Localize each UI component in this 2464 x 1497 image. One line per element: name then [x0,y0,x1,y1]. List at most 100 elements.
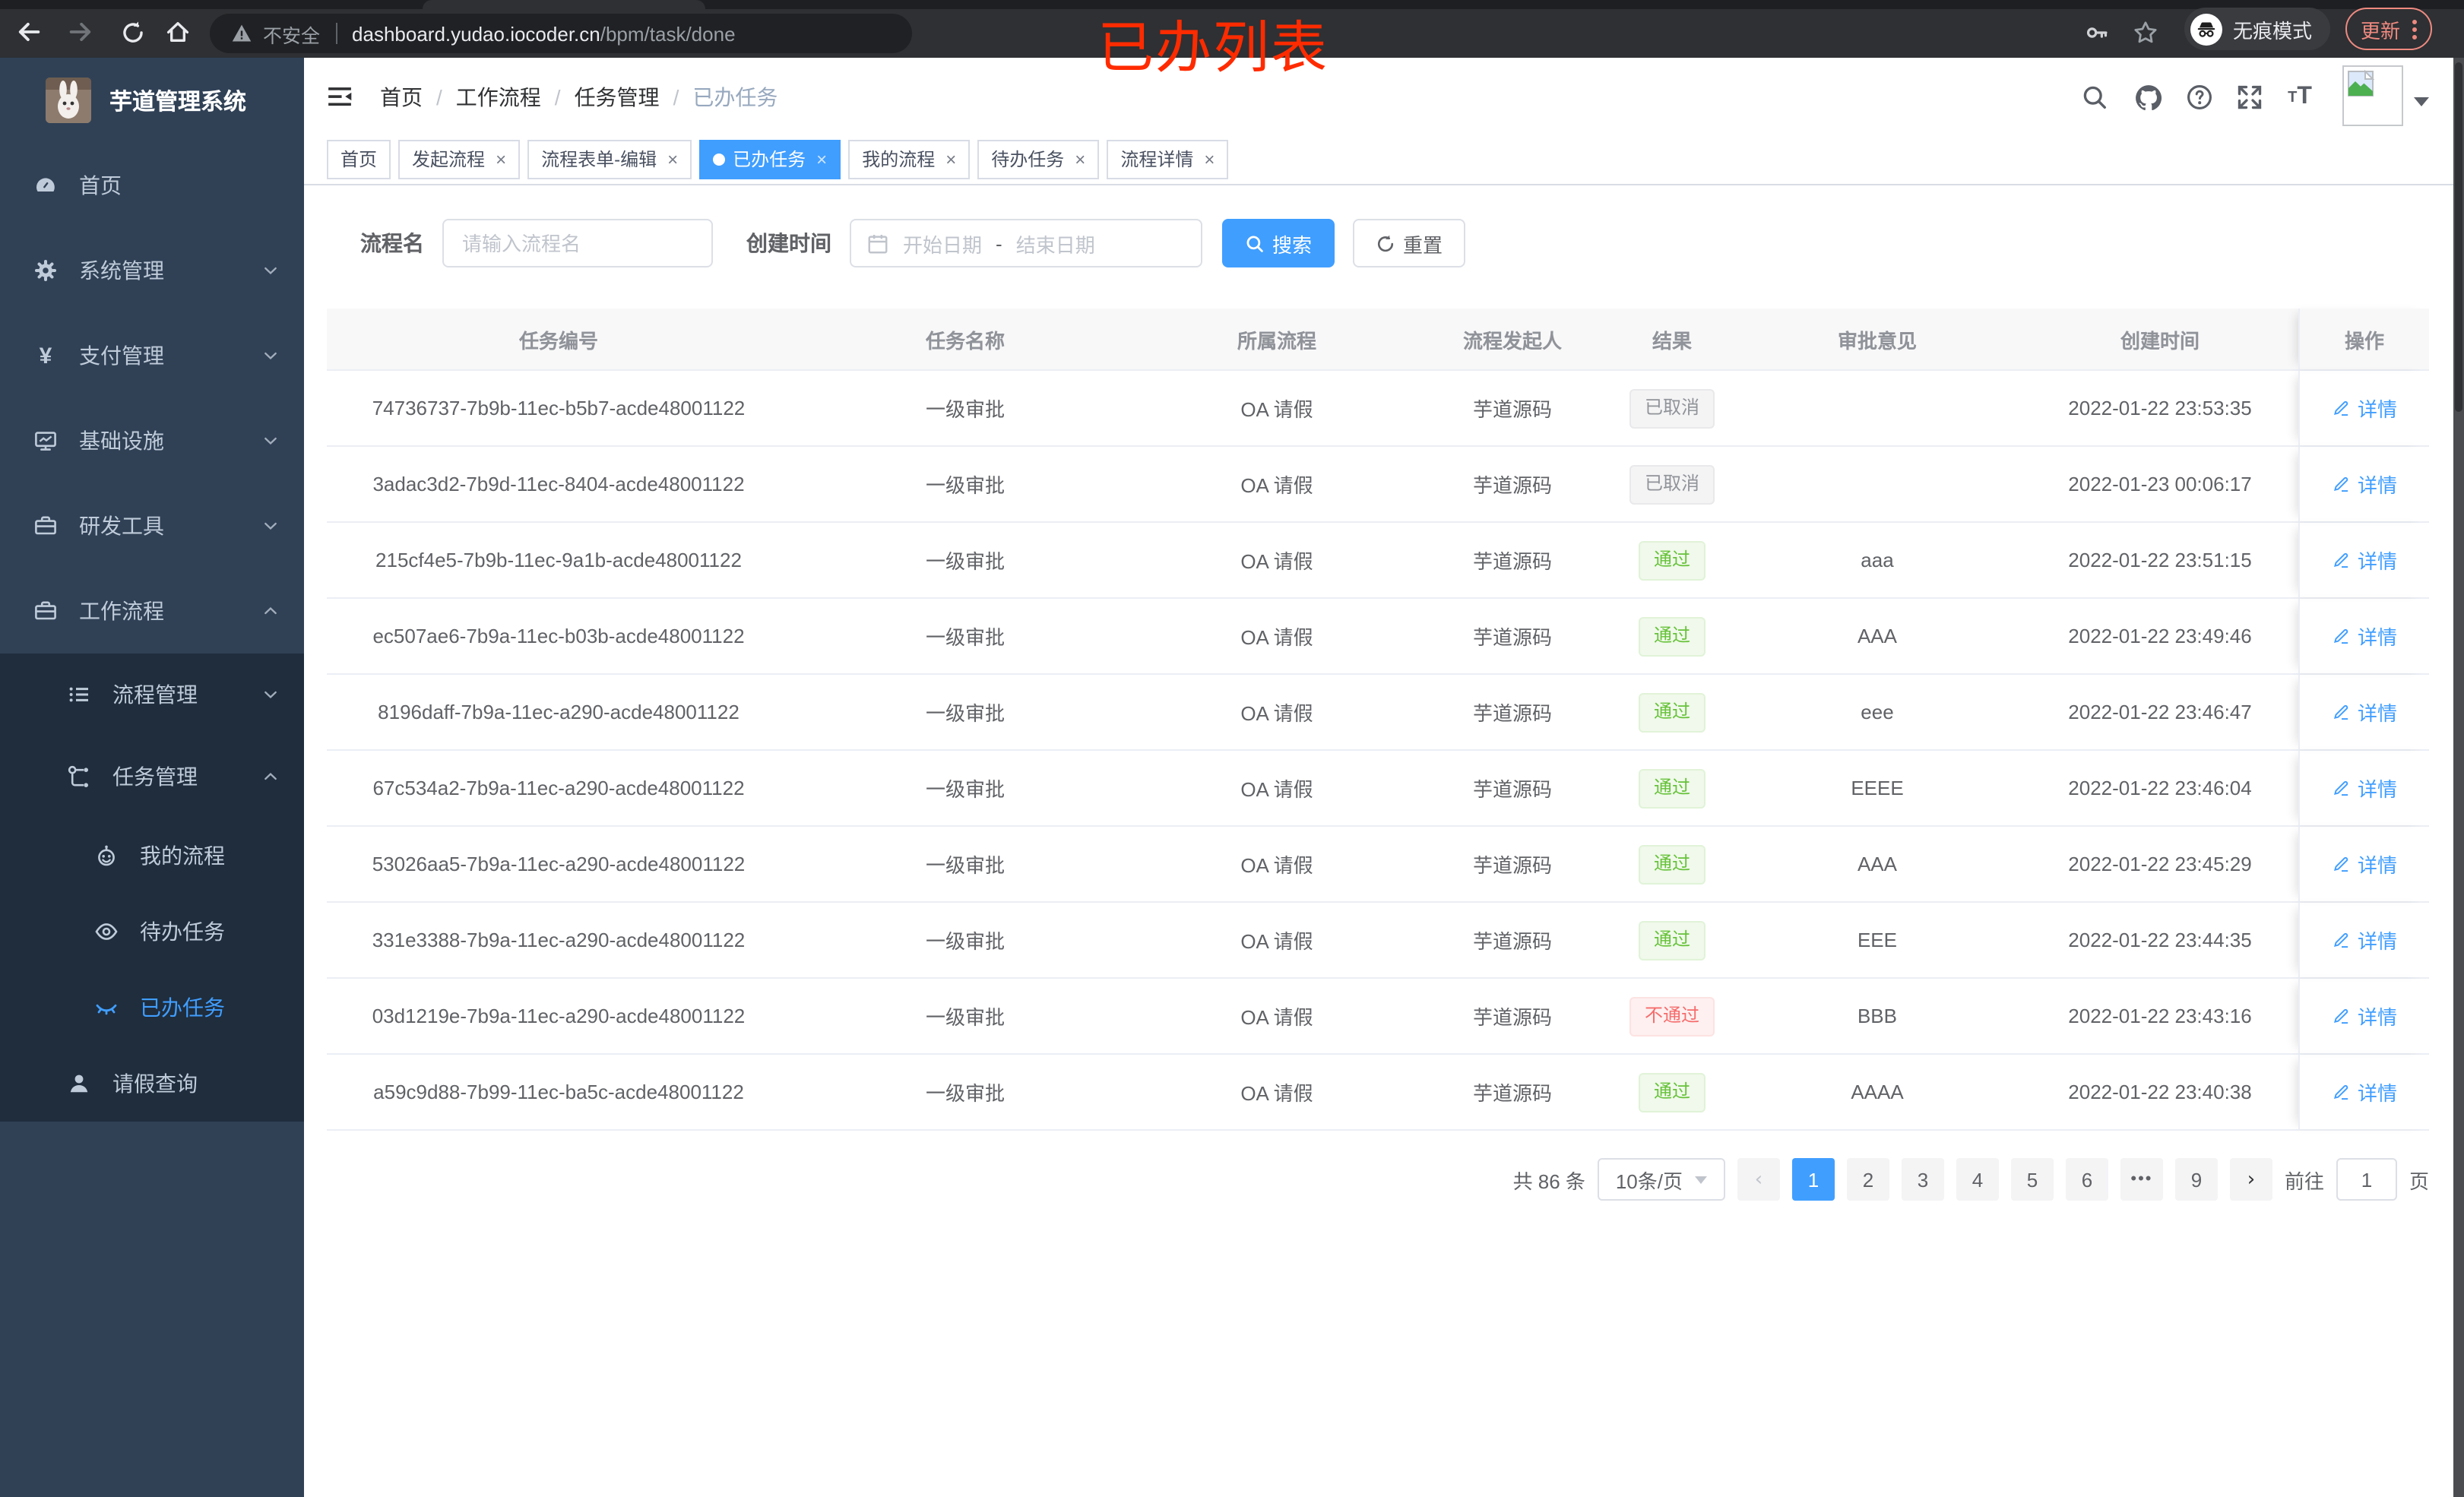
page-button-1[interactable]: 1 [1791,1158,1835,1201]
cell-process: OA 请假 [1240,550,1313,573]
eye-closed-icon [94,995,119,1020]
cell-process: OA 请假 [1240,474,1313,497]
close-icon[interactable]: × [667,148,679,169]
next-page-button[interactable]: › [2229,1158,2272,1201]
reset-button[interactable]: 重置 [1353,219,1466,267]
date-range-picker[interactable]: 开始日期 - 结束日期 [850,219,1202,267]
breadcrumb-item-home[interactable]: 首页 [380,85,423,109]
close-icon[interactable]: × [1075,148,1086,169]
header-search-button[interactable] [2079,82,2110,112]
browser-password-key-button[interactable] [2079,15,2113,49]
more-pages-button[interactable]: ••• [2120,1158,2163,1201]
sidebar-item-payment[interactable]: ¥ 支付管理 [0,313,304,398]
browser-home-button[interactable] [161,15,195,49]
tab-process-detail[interactable]: 流程详情 × [1107,139,1229,179]
table-row: a59c9d88-7b99-11ec-ba5c-acde48001122 一级审… [327,1055,2429,1131]
detail-link[interactable]: 详情 [2332,546,2397,574]
cell-actions: 详情 [2298,751,2429,825]
sidebar-item-done-tasks[interactable]: 已办任务 [0,970,304,1046]
page-button-6[interactable]: 6 [2065,1158,2108,1201]
app-logo-row[interactable]: 芋道管理系统 [0,58,304,143]
detail-link[interactable]: 详情 [2332,470,2397,498]
help-icon[interactable] [2184,82,2215,112]
cell-task-name: 一级审批 [925,626,1005,649]
browser-tab[interactable] [423,0,705,9]
cell-task-id: 8196daff-7b9a-11ec-a290-acde48001122 [378,701,740,723]
cell-process: OA 请假 [1240,854,1313,877]
page-button-3[interactable]: 3 [1901,1158,1944,1201]
list-icon [67,682,91,707]
detail-link[interactable]: 详情 [2332,698,2397,726]
process-name-input[interactable] [442,219,713,267]
tab-label: 流程详情 [1120,149,1194,170]
fullscreen-icon[interactable] [2234,82,2265,112]
sidebar-item-system[interactable]: 系统管理 [0,228,304,313]
column-header-task-id: 任务编号 [518,329,598,352]
detail-link[interactable]: 详情 [2332,622,2397,650]
page-size-select[interactable]: 10条/页 [1597,1158,1725,1201]
sidebar-menu: 首页 系统管理 ¥ 支付管理 基础设施 [0,143,304,1122]
sidebar-item-my-process[interactable]: 我的流程 [0,818,304,894]
page-button-9[interactable]: 9 [2174,1158,2218,1201]
sidebar-item-todo-tasks[interactable]: 待办任务 [0,894,304,970]
close-icon[interactable]: × [816,148,828,169]
prev-page-button[interactable]: ‹ [1737,1158,1780,1201]
tab-process-form-edit[interactable]: 流程表单-编辑 × [527,139,692,179]
sidebar-item-leave-query[interactable]: 请假查询 [0,1046,304,1122]
search-button[interactable]: 搜索 [1222,219,1335,267]
browser-reload-button[interactable] [116,15,149,49]
sidebar-collapse-button[interactable] [327,84,353,109]
github-link-icon[interactable] [2133,82,2163,112]
sidebar-item-workflow[interactable]: 工作流程 [0,568,304,654]
incognito-icon [2190,13,2222,45]
sidebar-item-infrastructure[interactable]: 基础设施 [0,398,304,483]
cell-task-name: 一级审批 [925,474,1005,497]
detail-link[interactable]: 详情 [2332,1078,2397,1106]
browser-menu-kebab-icon[interactable] [2412,19,2418,39]
breadcrumb-item-workflow[interactable]: 工作流程 [455,85,541,109]
close-icon[interactable]: × [1204,148,1215,169]
sidebar-item-task-management[interactable]: 任务管理 [0,736,304,818]
close-icon[interactable]: × [496,148,507,169]
browser-forward-button[interactable] [64,15,97,49]
tab-home[interactable]: 首页 [327,139,391,179]
sidebar-item-devtools[interactable]: 研发工具 [0,483,304,568]
broken-image-icon [2348,70,2374,97]
avatar-caret-down-icon[interactable] [2414,97,2429,106]
detail-link[interactable]: 详情 [2332,1002,2397,1030]
scrollbar-thumb[interactable] [2455,62,2462,412]
tab-todo-tasks[interactable]: 待办任务 × [977,139,1100,179]
breadcrumb-item-task-management[interactable]: 任务管理 [574,85,660,109]
sidebar-item-process-management[interactable]: 流程管理 [0,654,304,736]
detail-link[interactable]: 详情 [2332,926,2397,954]
cell-task-name: 一级审批 [925,1082,1005,1105]
browser-update-button[interactable]: 更新 [2345,8,2433,50]
address-bar[interactable]: 不安全 dashboard.yudao.iocoder.cn/bpm/task/… [210,14,912,53]
detail-link[interactable]: 详情 [2332,850,2397,878]
tab-start-process[interactable]: 发起流程 × [398,139,521,179]
tab-label: 已办任务 [733,149,806,170]
goto-page-input[interactable] [2336,1158,2397,1201]
chevron-down-icon [261,261,280,280]
close-icon[interactable]: × [945,148,957,169]
page-button-2[interactable]: 2 [1846,1158,1889,1201]
cell-result: 通过 [1611,920,1733,960]
page-button-5[interactable]: 5 [2010,1158,2054,1201]
sidebar-item-homepage[interactable]: 首页 [0,143,304,228]
browser-back-button[interactable] [12,15,46,49]
cell-starter: 芋道源码 [1472,1006,1552,1029]
detail-link[interactable]: 详情 [2332,394,2397,423]
table-row: 3adac3d2-7b9d-11ec-8404-acde48001122 一级审… [327,447,2429,523]
tab-my-process[interactable]: 我的流程 × [848,139,971,179]
breadcrumb: 首页 / 工作流程 / 任务管理 / 已办任务 [380,82,778,112]
detail-link[interactable]: 详情 [2332,774,2397,802]
browser-bookmark-star-button[interactable] [2128,15,2162,49]
window-scrollbar[interactable] [2453,58,2464,1497]
cell-starter: 芋道源码 [1472,398,1552,421]
chevron-up-icon [261,602,280,620]
page-button-4[interactable]: 4 [1956,1158,1999,1201]
tab-done-tasks[interactable]: 已办任务 × [699,139,841,179]
avatar[interactable] [2342,65,2403,126]
cell-comment: eee [1861,701,1894,723]
